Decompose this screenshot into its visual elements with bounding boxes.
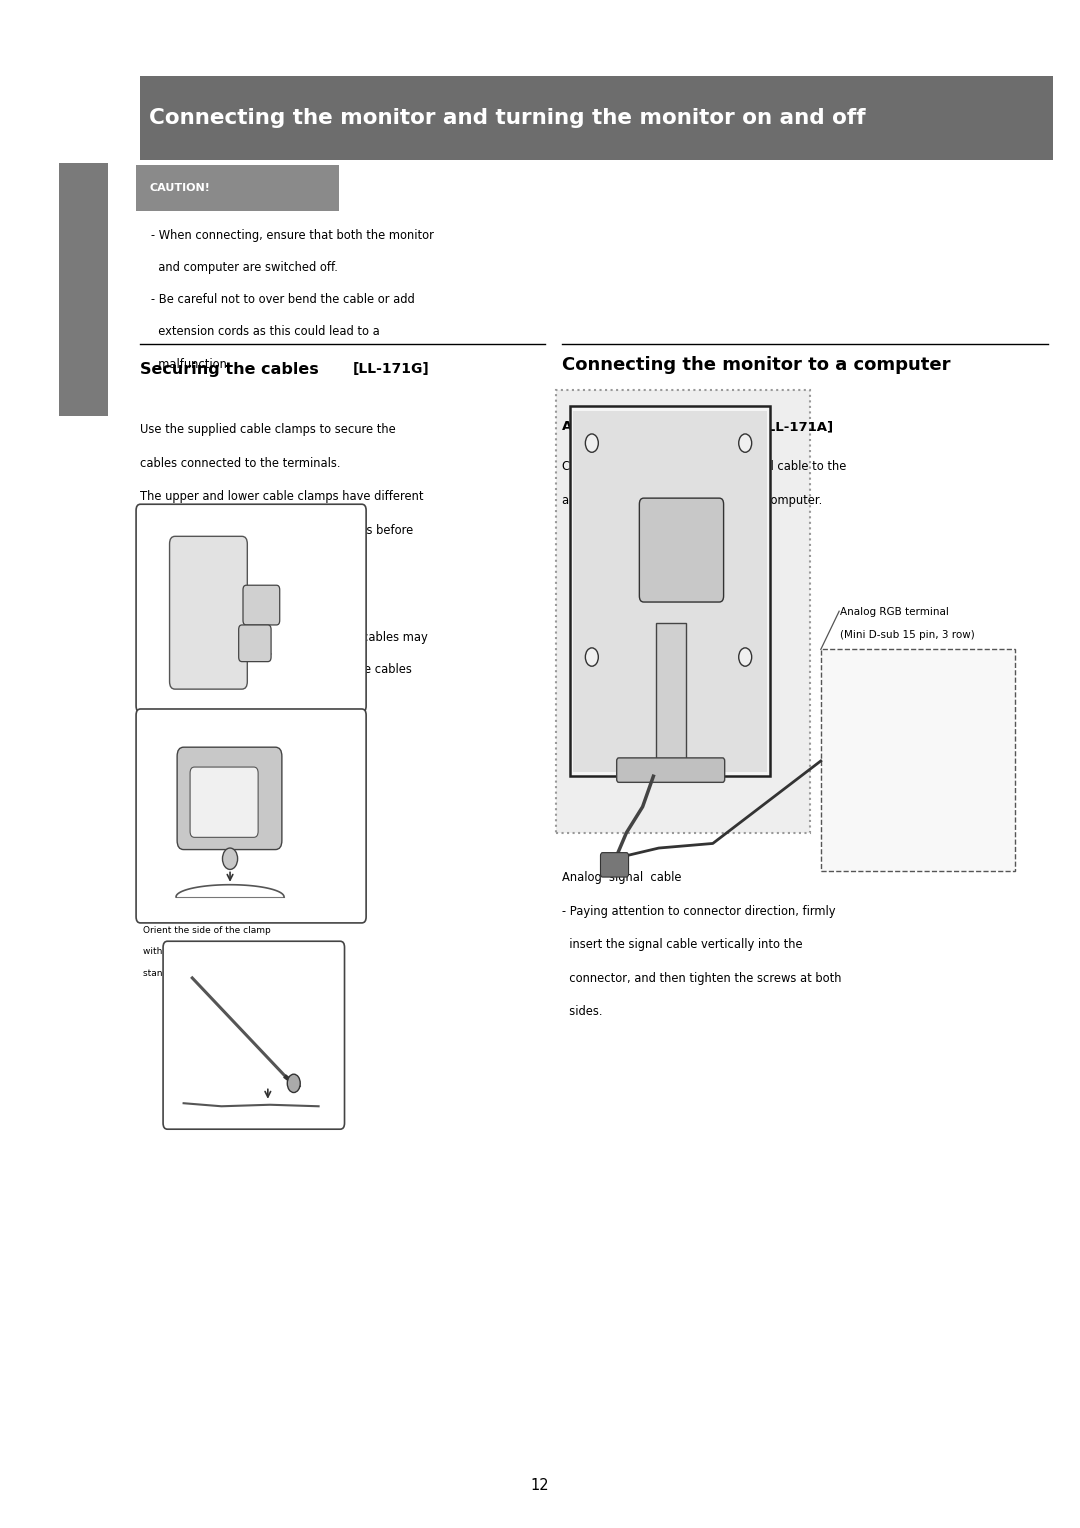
Text: [LL-171A]: [LL-171A] (756, 420, 833, 434)
Text: - When connecting, ensure that both the monitor: - When connecting, ensure that both the … (151, 229, 434, 243)
Text: and computer are switched off.: and computer are switched off. (151, 261, 338, 275)
Text: Connect the accessory analog signal cable to the: Connect the accessory analog signal cabl… (562, 460, 846, 474)
Text: - When adjusting the viewing angle, cables may: - When adjusting the viewing angle, cabl… (151, 631, 428, 645)
FancyBboxPatch shape (170, 536, 247, 689)
Text: Analog  signal  cable: Analog signal cable (562, 871, 681, 885)
FancyBboxPatch shape (639, 498, 724, 602)
Circle shape (739, 434, 752, 452)
Text: [LL-171G]: [LL-171G] (353, 362, 430, 376)
FancyBboxPatch shape (600, 853, 629, 877)
FancyBboxPatch shape (556, 390, 810, 833)
FancyBboxPatch shape (136, 165, 339, 211)
Circle shape (585, 434, 598, 452)
FancyBboxPatch shape (190, 767, 258, 837)
Text: Orient the side of the clamp: Orient the side of the clamp (143, 926, 270, 935)
Text: analog RGB output terminal of the computer.: analog RGB output terminal of the comput… (562, 494, 822, 507)
Text: have sufficient slack.: have sufficient slack. (151, 695, 281, 709)
Circle shape (739, 648, 752, 666)
Circle shape (287, 1074, 300, 1093)
Bar (59, 163, 108, 416)
Text: CAUTION!: CAUTION! (149, 183, 210, 193)
Circle shape (585, 648, 598, 666)
FancyBboxPatch shape (570, 406, 770, 776)
Text: stand and attach the clamp.: stand and attach the clamp. (143, 969, 271, 978)
Text: cables connected to the terminals.: cables connected to the terminals. (140, 457, 341, 471)
FancyBboxPatch shape (177, 747, 282, 850)
FancyBboxPatch shape (573, 411, 767, 772)
FancyBboxPatch shape (243, 585, 280, 625)
FancyBboxPatch shape (656, 623, 686, 769)
Text: CAUTION!: CAUTION! (149, 582, 210, 591)
Text: Securing the cables: Securing the cables (140, 362, 325, 377)
Text: The upper and lower cable clamps have different: The upper and lower cable clamps have di… (140, 490, 423, 504)
FancyBboxPatch shape (617, 758, 725, 782)
Text: extension cords as this could lead to a: extension cords as this could lead to a (151, 325, 380, 339)
Text: with the protrusion to the: with the protrusion to the (143, 947, 259, 957)
FancyBboxPatch shape (136, 564, 339, 610)
FancyBboxPatch shape (140, 76, 1053, 160)
Text: 12: 12 (530, 1478, 550, 1493)
Text: (Mini D-sub 15 pin, 3 row): (Mini D-sub 15 pin, 3 row) (840, 630, 975, 640)
Text: - Paying attention to connector direction, firmly: - Paying attention to connector directio… (562, 905, 835, 918)
FancyBboxPatch shape (821, 649, 1015, 871)
Text: Connecting the monitor and turning the monitor on and off: Connecting the monitor and turning the m… (149, 107, 866, 128)
Text: - Be careful not to over bend the cable or add: - Be careful not to over bend the cable … (151, 293, 415, 307)
FancyBboxPatch shape (239, 625, 271, 662)
Text: sides.: sides. (562, 1005, 603, 1019)
Text: connector, and then tighten the screws at both: connector, and then tighten the screws a… (562, 972, 841, 986)
Text: Analog RGB terminal: Analog RGB terminal (840, 607, 949, 617)
Text: attaching them to the stand.: attaching them to the stand. (140, 558, 307, 571)
Text: shapes. Check the shapes of the clamps before: shapes. Check the shapes of the clamps b… (140, 524, 414, 538)
FancyBboxPatch shape (136, 504, 366, 712)
Text: insert the signal cable vertically into the: insert the signal cable vertically into … (562, 938, 802, 952)
Text: Use the supplied cable clamps to secure the: Use the supplied cable clamps to secure … (140, 423, 396, 437)
FancyBboxPatch shape (163, 941, 345, 1129)
Circle shape (222, 848, 238, 869)
Text: be pulled. Therefore, ensure that the cables: be pulled. Therefore, ensure that the ca… (151, 663, 413, 677)
Text: malfunction.: malfunction. (151, 358, 231, 371)
Text: Connecting the monitor to a computer: Connecting the monitor to a computer (562, 356, 950, 374)
Text: Analog connection: Analog connection (562, 420, 701, 434)
FancyBboxPatch shape (136, 709, 366, 923)
